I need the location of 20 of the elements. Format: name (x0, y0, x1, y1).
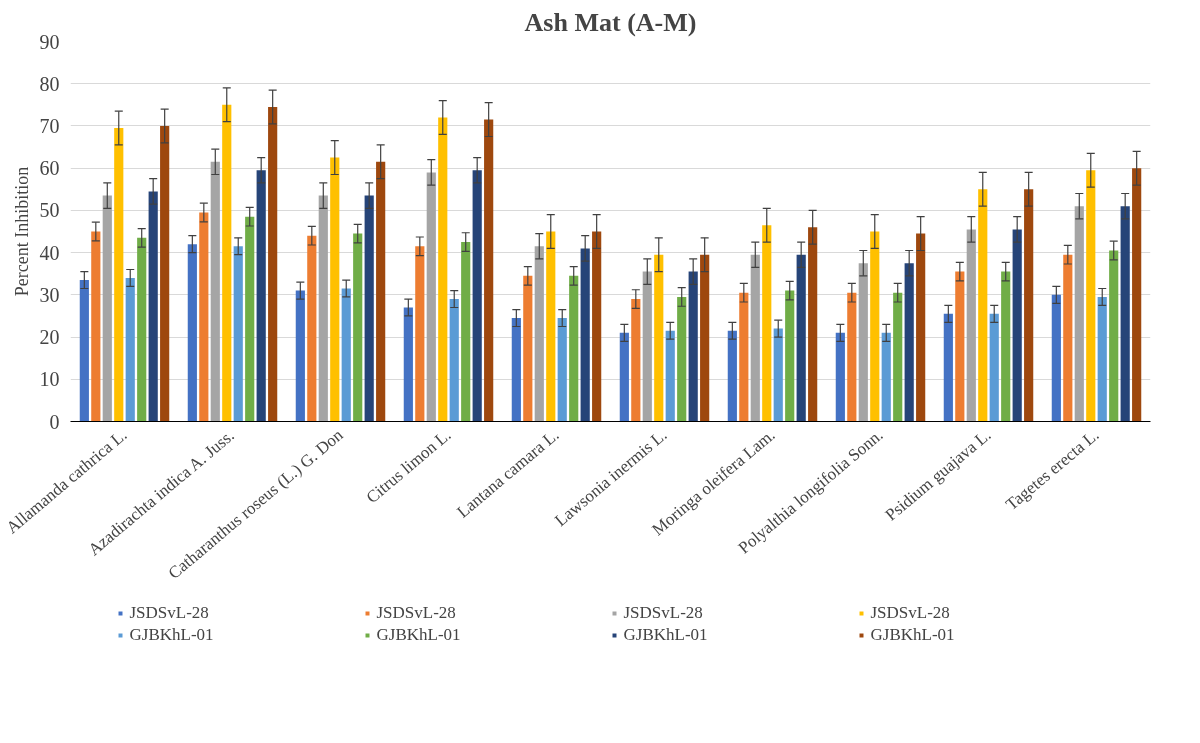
legend-label: GJBKhL-01 (129, 625, 215, 645)
y-tick-label: 30 (39, 283, 60, 306)
chart-title: Ash Mat (A-M) (524, 7, 697, 37)
y-tick-label: 50 (39, 199, 60, 222)
y-tick-label: 40 (39, 241, 60, 264)
y-axis-title: Percent Inhibition (11, 166, 32, 297)
legend-label: GJBKhL-01 (376, 625, 462, 645)
legend-label: JSDSvL-28 (376, 603, 457, 623)
legend-label: JSDSvL-28 (623, 603, 704, 623)
y-tick-label: 10 (39, 368, 60, 391)
legend-label: JSDSvL-28 (870, 603, 951, 623)
y-tick-label: 20 (39, 326, 60, 349)
y-tick-label: 90 (39, 30, 60, 53)
y-tick-label: 80 (39, 72, 60, 95)
y-tick-label: 60 (39, 157, 60, 180)
y-tick-label: 0 (49, 410, 60, 433)
legend-label: JSDSvL-28 (129, 603, 210, 623)
legend-label: GJBKhL-01 (870, 625, 956, 645)
legend-label: GJBKhL-01 (623, 625, 709, 645)
y-tick-label: 70 (39, 114, 60, 137)
